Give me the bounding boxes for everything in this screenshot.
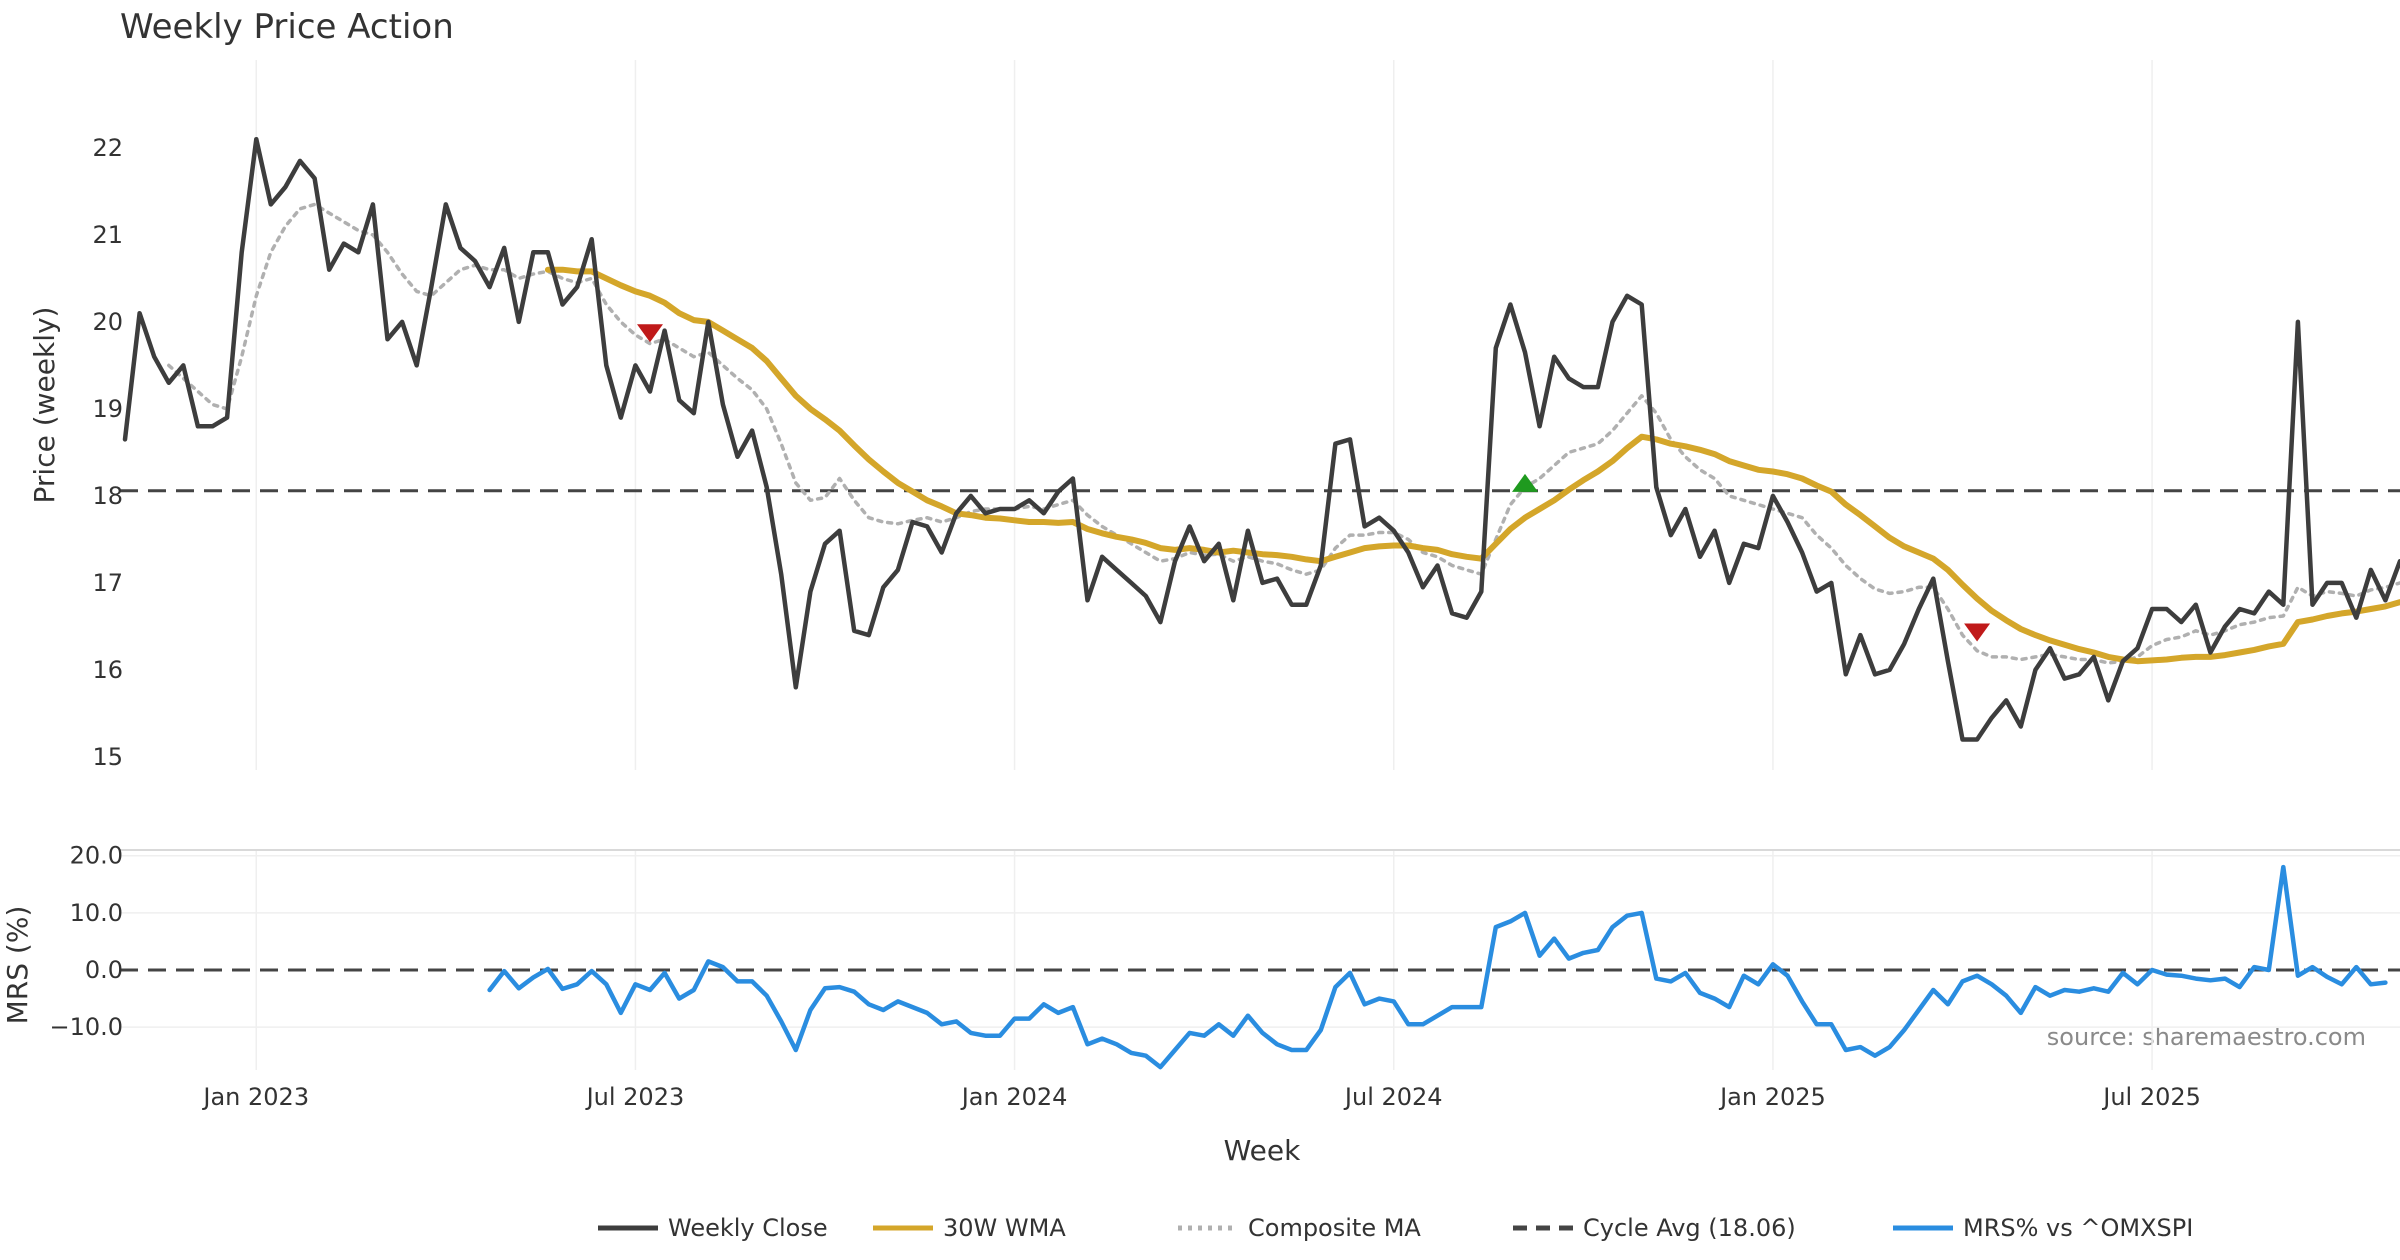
legend-item-composite-ma: Composite MA bbox=[1178, 1214, 1421, 1242]
legend: Weekly Close 30W WMA Composite MA Cycle Avg… bbox=[598, 1214, 2193, 1242]
legend-item-cycle-avg-18-06: Cycle Avg (18.06) bbox=[1513, 1214, 1796, 1242]
price-y-tick-label: 17 bbox=[92, 569, 123, 597]
price-panel bbox=[120, 136, 2400, 742]
x-tick-label: Jan 2025 bbox=[1718, 1083, 1826, 1111]
mrs-panel bbox=[120, 864, 2400, 1070]
legend-item-mrs-vs-omxspi: MRS% vs ^OMXSPI bbox=[1893, 1214, 2193, 1242]
x-tick-label: Jan 2024 bbox=[960, 1083, 1068, 1111]
sell-signal-marker bbox=[1964, 623, 1991, 642]
gridlines bbox=[120, 60, 2400, 1070]
legend-item-weekly-close: Weekly Close bbox=[598, 1214, 828, 1242]
mrs-y-tick-label: 20.0 bbox=[70, 842, 123, 870]
x-tick-label: Jul 2025 bbox=[2101, 1083, 2201, 1111]
mrs-y-axis-label: MRS (%) bbox=[1, 906, 34, 1025]
x-axis-label: Week bbox=[1224, 1134, 1301, 1167]
weekly-close-series bbox=[122, 136, 2400, 742]
buy-signal-marker bbox=[1512, 473, 1538, 492]
price-y-tick-label: 22 bbox=[92, 134, 123, 162]
legend-label: Cycle Avg (18.06) bbox=[1583, 1214, 1796, 1242]
chart-title: Weekly Price Action bbox=[120, 7, 454, 47]
legend-item-30w-wma: 30W WMA bbox=[873, 1214, 1066, 1242]
composite-ma-series bbox=[167, 202, 2400, 665]
legend-label: Composite MA bbox=[1248, 1214, 1421, 1242]
price-y-tick-label: 15 bbox=[92, 743, 123, 771]
mrs-y-tick-label: −10.0 bbox=[49, 1013, 123, 1041]
sell-signal-marker bbox=[637, 324, 663, 343]
price-y-axis-label: Price (weekly) bbox=[28, 307, 61, 504]
price-y-tick-label: 18 bbox=[92, 482, 123, 510]
price-y-tick-label: 16 bbox=[92, 656, 123, 684]
legend-label: 30W WMA bbox=[943, 1214, 1066, 1242]
mrs-y-tick-label: 10.0 bbox=[70, 899, 123, 927]
price-y-tick-label: 19 bbox=[92, 395, 123, 423]
x-tick-label: Jan 2023 bbox=[201, 1083, 309, 1111]
x-tick-label: Jul 2023 bbox=[585, 1083, 685, 1111]
legend-label: Weekly Close bbox=[668, 1214, 828, 1242]
axis-ticks: 15 16 17 18 19 20 21 22 −10.0 0.0 10.0 20.0 Jan 2023… bbox=[49, 134, 2200, 1111]
mrs-vs-omxspi-series bbox=[487, 864, 2388, 1070]
price-y-tick-label: 21 bbox=[92, 221, 123, 249]
price-y-tick-label: 20 bbox=[92, 308, 123, 336]
legend-label: MRS% vs ^OMXSPI bbox=[1963, 1214, 2193, 1242]
30w-wma-series bbox=[544, 266, 2400, 665]
mrs-y-tick-label: 0.0 bbox=[85, 956, 123, 984]
x-tick-label: Jul 2024 bbox=[1343, 1083, 1443, 1111]
